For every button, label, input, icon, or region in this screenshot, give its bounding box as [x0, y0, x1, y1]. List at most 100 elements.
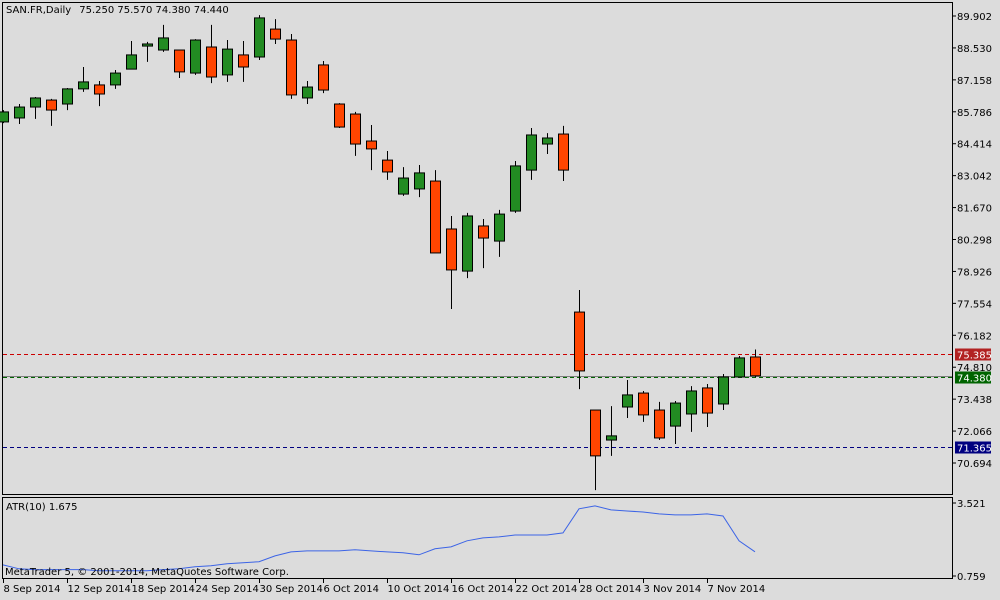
- candle-body: [78, 81, 89, 90]
- bull-candle: [222, 40, 233, 82]
- atr-y-tick-label: 0.759: [957, 572, 986, 583]
- candle-body: [46, 99, 57, 111]
- candle-body: [366, 140, 377, 150]
- copyright-text: MetaTrader 5, © 2001-2014, MetaQuotes So…: [5, 567, 289, 578]
- bull-candle: [510, 161, 521, 213]
- candle-body: [238, 54, 249, 68]
- x-tick-label: 6 Oct 2014: [324, 584, 379, 595]
- low-price-label: 71.365: [957, 444, 992, 455]
- bear-candle: [238, 40, 249, 82]
- candle-body: [30, 97, 41, 108]
- bull-candle: [718, 373, 729, 411]
- y-tick-label: 78.926: [957, 267, 992, 278]
- bear-candle: [446, 215, 457, 310]
- x-tick-label: 30 Sep 2014: [260, 584, 323, 595]
- candle-body: [734, 357, 745, 378]
- y-tick-label: 85.786: [957, 108, 992, 119]
- bear-candle: [46, 98, 57, 126]
- candle-body: [606, 435, 617, 441]
- candle-body: [398, 177, 409, 195]
- candle-body: [462, 215, 473, 272]
- y-tick-label: 72.066: [957, 427, 992, 438]
- bull-candle: [142, 41, 153, 62]
- candle-body: [62, 88, 73, 105]
- low-price-badge: [955, 441, 991, 454]
- x-tick-label: 8 Sep 2014: [4, 584, 61, 595]
- candle-body: [0, 111, 9, 123]
- candle-body: [190, 39, 201, 74]
- candle-body: [270, 28, 281, 40]
- bear-candle: [270, 19, 281, 44]
- candle-body: [350, 113, 361, 145]
- candle-body: [286, 39, 297, 96]
- x-tick-label: 7 Nov 2014: [708, 584, 766, 595]
- candle-body: [334, 103, 345, 128]
- candle-body: [494, 213, 505, 242]
- bull-candle: [686, 386, 697, 432]
- bull-candle: [190, 39, 201, 75]
- bull-candle: [62, 87, 73, 111]
- candle-body: [638, 392, 649, 416]
- x-tick-label: 12 Sep 2014: [68, 584, 131, 595]
- candle-body: [126, 54, 137, 70]
- x-tick-label: 28 Oct 2014: [580, 584, 642, 595]
- candle-body: [526, 134, 537, 171]
- candle-body: [382, 159, 393, 173]
- candle-body: [206, 46, 217, 78]
- bear-candle: [638, 390, 649, 422]
- bid-price-label: 74.380: [957, 374, 992, 385]
- bull-candle: [30, 97, 41, 119]
- y-tick-label: 89.902: [957, 12, 992, 23]
- atr-y-tick-label: 3.521: [957, 499, 986, 510]
- x-tick-label: 18 Sep 2014: [132, 584, 195, 595]
- bull-candle: [494, 209, 505, 257]
- x-tick-label: 16 Oct 2014: [452, 584, 514, 595]
- y-tick-label: 84.414: [957, 140, 992, 151]
- bear-candle: [206, 24, 217, 84]
- bear-candle: [334, 103, 345, 128]
- bear-candle: [382, 151, 393, 180]
- bear-candle: [366, 124, 377, 171]
- bull-candle: [78, 67, 89, 92]
- chart-title: SAN.FR,Daily 75.250 75.570 74.380 74.440: [6, 5, 229, 16]
- atr-label: ATR(10) 1.675: [6, 502, 77, 513]
- candle-body: [254, 17, 265, 58]
- candle-body: [446, 228, 457, 271]
- candle-body: [702, 387, 713, 414]
- bull-candle: [414, 164, 425, 198]
- ask-price-badge: [955, 348, 991, 361]
- x-tick-label: 10 Oct 2014: [388, 584, 450, 595]
- candle-body: [14, 106, 25, 119]
- y-tick-label: 81.670: [957, 204, 992, 215]
- bull-candle: [462, 212, 473, 279]
- candle-body: [654, 409, 665, 439]
- candle-body: [542, 137, 553, 145]
- bull-candle: [542, 133, 553, 155]
- atr-line: [2, 505, 756, 572]
- candle-body: [94, 84, 105, 95]
- y-tick-label: 74.810: [957, 363, 992, 374]
- bull-candle: [14, 104, 25, 125]
- bull-candle: [670, 400, 681, 445]
- bull-candle: [302, 80, 313, 105]
- bull-candle: [622, 380, 633, 418]
- bull-candle: [0, 110, 9, 124]
- bear-candle: [318, 60, 329, 94]
- y-tick-label: 77.554: [957, 299, 992, 310]
- candle-body: [174, 49, 185, 73]
- y-tick-label: 83.042: [957, 172, 992, 183]
- bull-candle: [606, 406, 617, 456]
- y-tick-label: 88.530: [957, 44, 992, 55]
- bull-candle: [126, 40, 137, 70]
- bear-candle: [430, 170, 441, 254]
- bear-candle: [94, 80, 105, 107]
- candle-body: [478, 225, 489, 239]
- bear-candle: [286, 33, 297, 99]
- x-tick-label: 3 Nov 2014: [644, 584, 702, 595]
- bear-candle: [478, 218, 489, 269]
- bear-candle: [350, 111, 361, 156]
- y-tick-label: 76.182: [957, 331, 992, 342]
- candle-body: [302, 86, 313, 99]
- bull-candle: [158, 24, 169, 52]
